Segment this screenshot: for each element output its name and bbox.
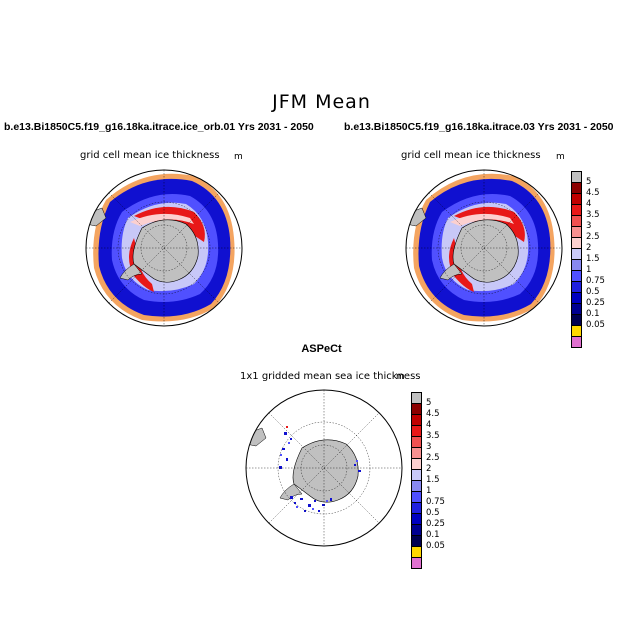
colorbar-label: 0.5 xyxy=(586,287,600,297)
panel-3-units: m xyxy=(396,372,405,382)
colorbar-label: 3 xyxy=(426,442,432,452)
panel-1-case-title: b.e13.Bi1850C5.f19_g16.18ka.itrace.ice_o… xyxy=(4,121,314,133)
colorbar-label: 2 xyxy=(426,464,432,474)
colorbar-label: 0.75 xyxy=(586,276,605,286)
panel-2-subtitle: grid cell mean ice thickness xyxy=(401,150,541,161)
colorbar-label: 2.5 xyxy=(586,232,600,242)
colorbar-label: 4 xyxy=(426,420,432,430)
figure-title: JFM Mean xyxy=(272,91,371,113)
panel-1-subtitle: grid cell mean ice thickness xyxy=(80,150,220,161)
colorbar-label: 0.1 xyxy=(426,530,440,540)
colorbar-label: 4.5 xyxy=(426,409,440,419)
colorbar-label: 1.5 xyxy=(426,475,440,485)
panel-1-units: m xyxy=(234,152,243,162)
colorbar-label: 3.5 xyxy=(586,210,600,220)
colorbar-label: 1 xyxy=(586,265,592,275)
colorbar-swatch xyxy=(411,557,422,569)
colorbar-label: 0.25 xyxy=(426,519,445,529)
colorbar-swatch xyxy=(571,336,582,348)
colorbar-label: 5 xyxy=(586,177,592,187)
panel-2-map xyxy=(405,169,563,327)
colorbar-label: 0.75 xyxy=(426,497,445,507)
colorbar-top xyxy=(571,171,582,348)
colorbar-label: 0.05 xyxy=(586,320,605,330)
colorbar-label: 2 xyxy=(586,243,592,253)
panel-3-map xyxy=(245,389,403,547)
colorbar-label: 3.5 xyxy=(426,431,440,441)
colorbar-label: 3 xyxy=(586,221,592,231)
panel-2-case-title: b.e13.Bi1850C5.f19_g16.18ka.itrace.03 Yr… xyxy=(344,121,614,133)
panel-3-subtitle: 1x1 gridded mean sea ice thickness xyxy=(240,371,421,382)
panel-1-map xyxy=(85,169,243,327)
colorbar-label: 2.5 xyxy=(426,453,440,463)
colorbar-label: 1.5 xyxy=(586,254,600,264)
colorbar-label: 4.5 xyxy=(586,188,600,198)
colorbar-label: 1 xyxy=(426,486,432,496)
panel-2-units: m xyxy=(556,152,565,162)
colorbar-label: 0.1 xyxy=(586,309,600,319)
colorbar-label: 0.25 xyxy=(586,298,605,308)
colorbar-label: 0.05 xyxy=(426,541,445,551)
colorbar-label: 0.5 xyxy=(426,508,440,518)
colorbar-bottom xyxy=(411,392,422,569)
colorbar-label: 5 xyxy=(426,398,432,408)
colorbar-label: 4 xyxy=(586,199,592,209)
panel-3-title: ASPeCt xyxy=(301,343,342,355)
